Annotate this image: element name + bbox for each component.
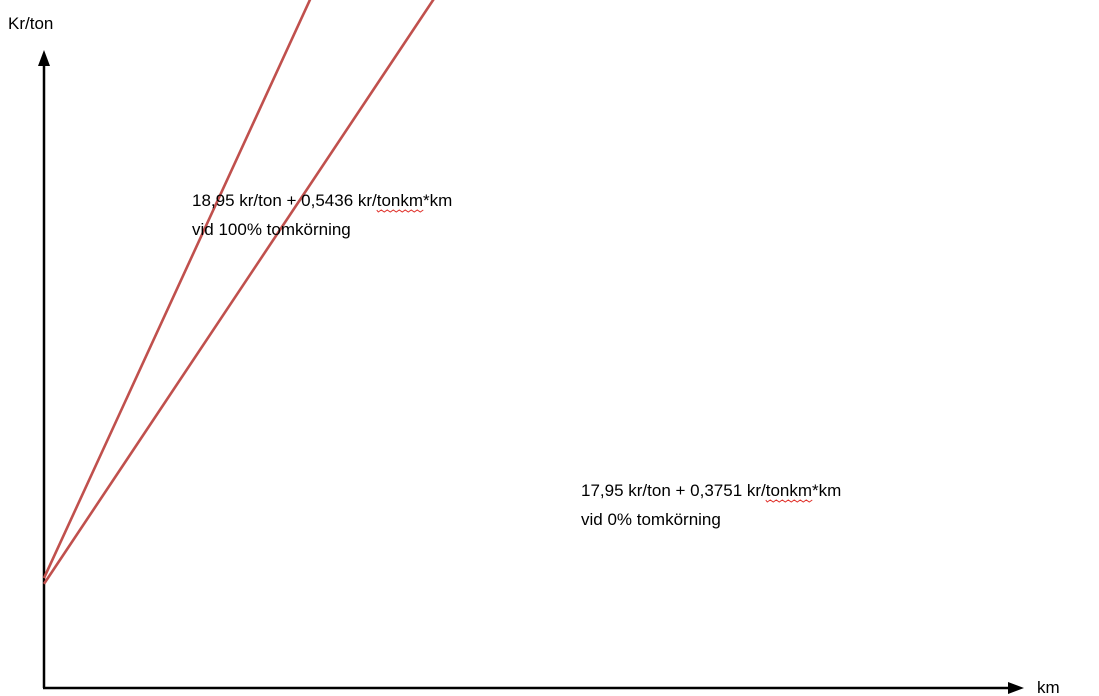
- series-layer: [42, 0, 435, 585]
- series-1-annotation-line-1: 18,95 kr/ton + 0,5436 kr/tonkm*km: [192, 191, 452, 210]
- series-2-annotation-line-1: 17,95 kr/ton + 0,3751 kr/tonkm*km: [581, 481, 841, 500]
- y-axis-label: Kr/ton: [8, 14, 53, 33]
- series-2-annotation-line-2: vid 0% tomkörning: [581, 510, 721, 529]
- annotation-layer: 18,95 kr/ton + 0,5436 kr/tonkm*km vid 100…: [192, 191, 841, 529]
- x-axis-arrow: [1008, 682, 1024, 694]
- x-axis-label: km: [1037, 678, 1060, 696]
- series-line-1: [42, 0, 312, 579]
- spellcheck-squiggle-1: [376, 209, 424, 213]
- series-line-2: [42, 0, 435, 585]
- series-1-annotation-line-2: vid 100% tomkörning: [192, 220, 351, 239]
- spellcheck-squiggle-2: [765, 499, 813, 503]
- y-axis-arrow: [38, 50, 50, 66]
